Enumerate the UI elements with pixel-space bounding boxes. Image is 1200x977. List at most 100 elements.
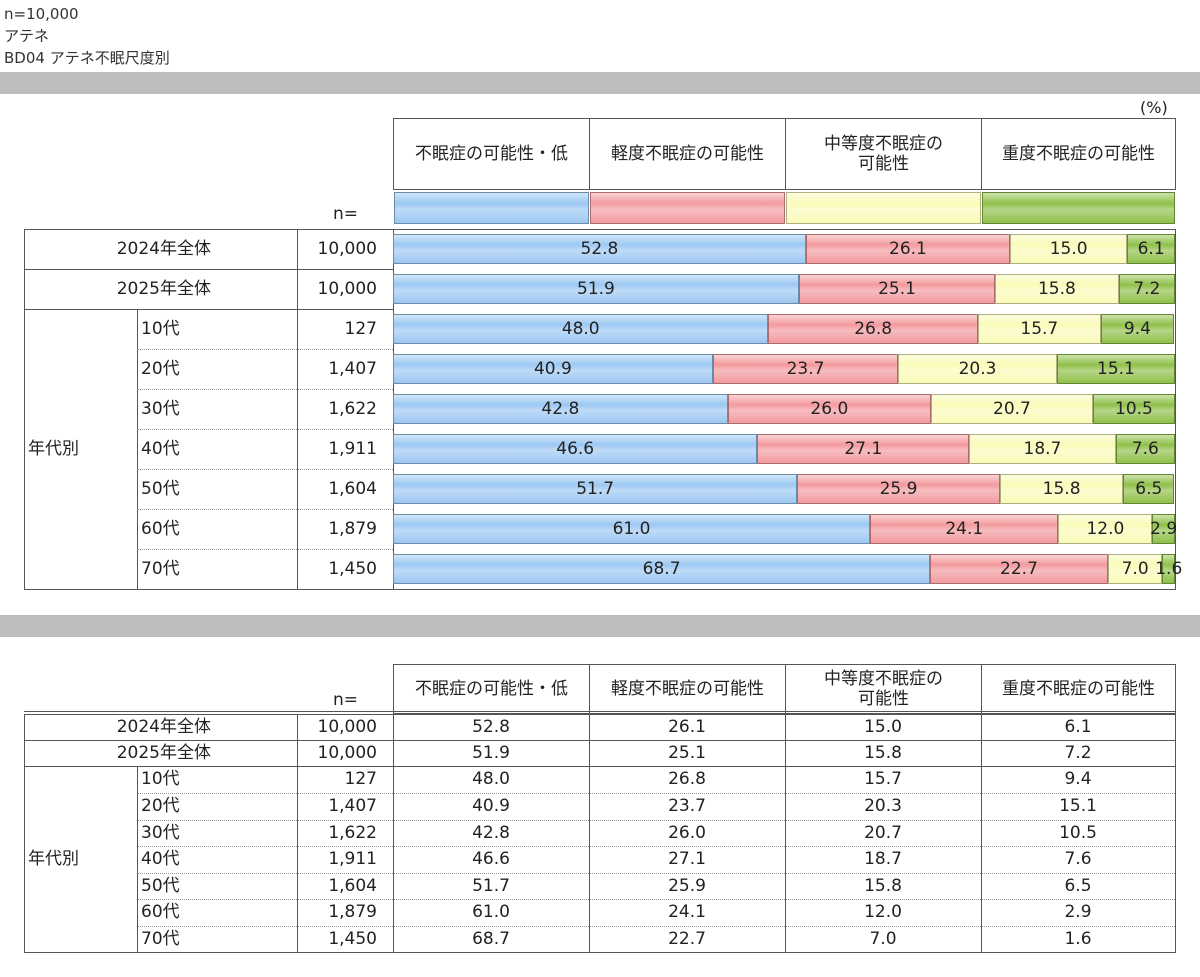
bar-label-9-3: 7.0 — [1121, 559, 1149, 579]
bar-label-8-3: 12.0 — [1086, 519, 1125, 539]
bar-5-3: 20.7 — [931, 394, 1093, 424]
table-value-8-4: 2.9 — [1064, 902, 1092, 922]
bar-label-6-3: 18.7 — [1023, 439, 1062, 459]
bar-label-3-4: 9.4 — [1123, 319, 1151, 339]
table-group-col-divider — [137, 766, 138, 953]
table-value-5-1: 42.8 — [472, 823, 510, 843]
n-value-3: 127 — [344, 319, 377, 339]
bar-label-2-3: 15.8 — [1037, 279, 1076, 299]
bar-6-2: 27.1 — [757, 434, 970, 464]
bar-label-1-4: 6.1 — [1137, 239, 1165, 259]
bar-5-4: 10.5 — [1092, 394, 1175, 424]
legend-swatch-1 — [394, 192, 589, 224]
table-value-2-3: 15.8 — [864, 743, 902, 763]
table-frame — [24, 714, 1176, 953]
bar-9-4: 1.6 — [1155, 554, 1182, 584]
table-value-9-2: 22.7 — [668, 929, 706, 949]
table-col-divider-2 — [589, 714, 590, 953]
bar-3-3: 15.7 — [977, 314, 1101, 344]
unit-label: (%) — [1140, 98, 1168, 117]
bar-7-3: 15.8 — [999, 474, 1124, 504]
bar-5-2: 26.0 — [727, 394, 931, 424]
bar-label-2-1: 51.9 — [577, 279, 615, 299]
table-n-3: 127 — [344, 769, 377, 789]
bar-3-2: 26.8 — [768, 314, 978, 344]
legend-header-3: 中等度不眠症の 可能性 — [785, 118, 982, 190]
table-category-1: 2024年全体 — [116, 717, 211, 737]
bar-6-4: 7.6 — [1115, 434, 1175, 464]
bar-label-6-1: 46.6 — [556, 439, 595, 459]
table-value-7-2: 25.9 — [668, 876, 706, 896]
table-n-col-divider — [297, 714, 298, 953]
table-value-1-1: 52.8 — [472, 717, 510, 737]
table-category-6: 40代 — [141, 849, 180, 869]
table-header-4: 重度不眠症の可能性 — [981, 664, 1176, 714]
group-col-divider — [137, 309, 138, 589]
bar-label-9-2: 22.7 — [1000, 559, 1038, 579]
table-value-5-4: 10.5 — [1059, 823, 1097, 843]
table-header-1: 不眠症の可能性・低 — [393, 664, 590, 714]
bar-label-8-2: 24.1 — [945, 519, 984, 539]
bar-label-8-1: 61.0 — [612, 519, 651, 539]
bar-label-9-1: 68.7 — [642, 559, 681, 579]
bar-1-3: 15.0 — [1010, 234, 1128, 264]
table-value-8-3: 12.0 — [864, 902, 902, 922]
table-value-6-4: 7.6 — [1064, 849, 1092, 869]
table-value-6-3: 18.7 — [864, 849, 902, 869]
table-value-9-4: 1.6 — [1064, 929, 1092, 949]
section-band-bottom — [0, 615, 1200, 637]
row-divider-3 — [137, 349, 393, 350]
category-label-2: 2025年全体 — [116, 279, 211, 299]
table-value-4-4: 15.1 — [1059, 796, 1097, 816]
category-label-4: 20代 — [141, 359, 180, 379]
table-divider-2025 — [24, 740, 1175, 741]
table-value-3-3: 15.7 — [864, 769, 902, 789]
row-divider-5 — [137, 429, 393, 430]
bar-2-3: 15.8 — [995, 274, 1119, 304]
row-divider-6 — [137, 469, 393, 470]
bar-4-4: 15.1 — [1056, 354, 1175, 384]
table-value-7-3: 15.8 — [864, 876, 902, 896]
row-divider-age — [24, 309, 393, 310]
category-label-3: 10代 — [141, 319, 180, 339]
table-n-2: 10,000 — [317, 743, 377, 763]
table-category-3: 10代 — [141, 769, 180, 789]
legend-swatch-4 — [982, 192, 1175, 224]
section-band-top — [0, 72, 1200, 94]
table-row-divider-6 — [137, 873, 1175, 874]
table-header-2: 軽度不眠症の可能性 — [589, 664, 786, 714]
table-row-divider-5 — [137, 846, 1175, 847]
table-top-double — [24, 711, 1176, 712]
legend-swatch-2 — [590, 192, 785, 224]
n-value-7: 1,604 — [328, 479, 377, 499]
row-divider-8 — [137, 549, 393, 550]
bar-label-4-1: 40.9 — [533, 359, 572, 379]
legend-header-1: 不眠症の可能性・低 — [393, 118, 590, 190]
question-label: BD04 アテネ不眠尺度別 — [4, 49, 170, 67]
table-n-4: 1,407 — [328, 796, 377, 816]
row-divider-2025 — [24, 269, 393, 270]
bar-3-4: 9.4 — [1100, 314, 1175, 344]
bar-6-3: 18.7 — [969, 434, 1116, 464]
bar-2-2: 25.1 — [798, 274, 996, 304]
bar-label-3-3: 15.7 — [1020, 319, 1059, 339]
table-category-4: 20代 — [141, 796, 180, 816]
table-col-divider-4 — [981, 714, 982, 953]
bar-label-7-3: 15.8 — [1042, 479, 1081, 499]
table-value-3-4: 9.4 — [1064, 769, 1092, 789]
table-value-4-2: 23.7 — [668, 796, 706, 816]
table-n-9: 1,450 — [328, 929, 377, 949]
n-value-2: 10,000 — [317, 279, 377, 299]
bar-9-2: 22.7 — [930, 554, 1108, 584]
bar-label-3-1: 48.0 — [561, 319, 600, 339]
table-value-7-1: 51.7 — [472, 876, 510, 896]
bar-label-7-4: 6.5 — [1135, 479, 1163, 499]
row-divider-4 — [137, 389, 393, 390]
table-value-9-3: 7.0 — [869, 929, 897, 949]
category-label-5: 30代 — [141, 399, 180, 419]
bar-label-6-2: 27.1 — [844, 439, 883, 459]
bar-label-4-2: 23.7 — [786, 359, 825, 379]
table-category-5: 30代 — [141, 823, 180, 843]
target-label: アテネ — [4, 27, 50, 45]
table-value-1-3: 15.0 — [864, 717, 902, 737]
